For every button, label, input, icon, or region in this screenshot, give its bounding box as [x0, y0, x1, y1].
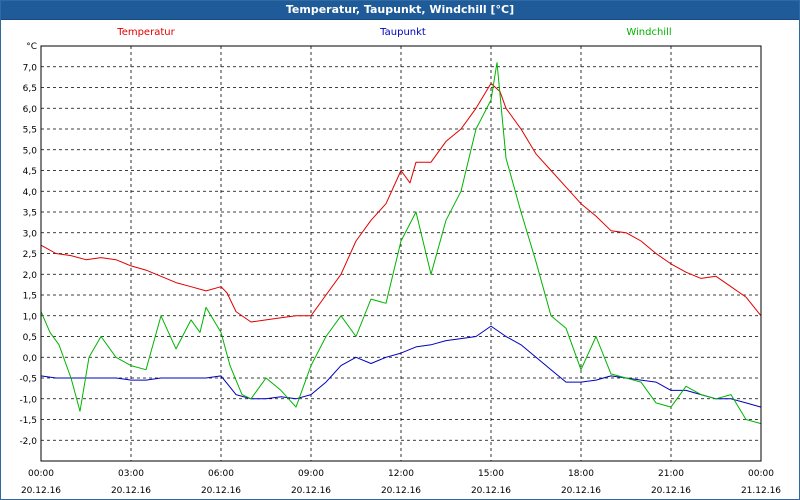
series-line-temperatur [40, 82, 762, 323]
series-line-taupunkt [40, 325, 762, 408]
x-tick-time-label: 06:00 [208, 469, 234, 479]
x-tick-time-label: 00:00 [748, 469, 774, 479]
chart-title: Temperatur, Taupunkt, Windchill [°C] [285, 3, 515, 16]
x-tick-time-label: 09:00 [298, 469, 324, 479]
series-lines [40, 62, 762, 425]
y-tick-label: 3,0 [23, 229, 38, 239]
y-tick-label: 1,0 [23, 312, 38, 322]
x-tick-date-label: 20.12.16 [201, 486, 241, 496]
x-tick-date-label: 20.12.16 [471, 486, 511, 496]
x-tick-date-label: 20.12.16 [651, 486, 691, 496]
x-tick-time-label: 18:00 [568, 469, 594, 479]
y-tick-label: 5,5 [23, 126, 37, 136]
y-tick-label: 5,0 [23, 146, 38, 156]
plot-border [40, 45, 762, 462]
series-line-windchill [40, 62, 762, 425]
y-tick-label: 0,5 [23, 333, 37, 343]
legend-windchill: Windchill [626, 27, 671, 38]
y-tick-label: -0,5 [19, 375, 37, 385]
x-tick-date-label: 21.12.16 [741, 486, 781, 496]
y-axis-unit-label: °C [26, 42, 37, 52]
legend-taupunkt: Taupunkt [379, 27, 426, 38]
labels: 7,0 6,5 6,0 5,5 5,0 4,5 4,0 3,5 3,0 2,5 2,0 1,5 1,0 0… [19, 27, 781, 496]
title-bar: Temperatur, Taupunkt, Windchill [°C] [1, 1, 799, 20]
y-tick-label: 6,5 [23, 84, 37, 94]
x-tick-date-label: 20.12.16 [111, 486, 151, 496]
x-tick-date-label: 20.12.16 [561, 486, 601, 496]
y-tick-label: 0,0 [23, 354, 38, 364]
y-tick-label: 2,0 [23, 271, 38, 281]
x-tick-time-label: 15:00 [478, 469, 504, 479]
x-tick-time-label: 03:00 [118, 469, 144, 479]
x-tick-date-label: 20.12.16 [381, 486, 421, 496]
y-tick-label: -1,0 [19, 395, 37, 405]
y-tick-label: 7,0 [23, 63, 38, 73]
x-tick-time-label: 12:00 [388, 469, 414, 479]
y-tick-label: 4,0 [23, 188, 38, 198]
y-tick-label: 3,5 [23, 209, 37, 219]
y-tick-label: 2,5 [23, 250, 37, 260]
x-tick-date-label: 20.12.16 [21, 486, 61, 496]
y-tick-label: 6,0 [23, 105, 38, 115]
y-tick-label: -2,0 [19, 437, 37, 447]
line-chart: 7,0 6,5 6,0 5,5 5,0 4,5 4,0 3,5 3,0 2,5 2,0 1,5 1,0 0… [19, 27, 781, 496]
x-tick-time-label: 00:00 [28, 469, 54, 479]
y-tick-label: -1,5 [19, 416, 37, 426]
y-tick-label: 1,5 [23, 292, 37, 302]
x-tick-time-label: 21:00 [658, 469, 684, 479]
axes [40, 45, 762, 462]
y-tick-label: 4,5 [23, 167, 37, 177]
legend-temperatur: Temperatur [116, 27, 175, 38]
grid [41, 46, 761, 461]
x-tick-date-label: 20.12.16 [291, 486, 331, 496]
